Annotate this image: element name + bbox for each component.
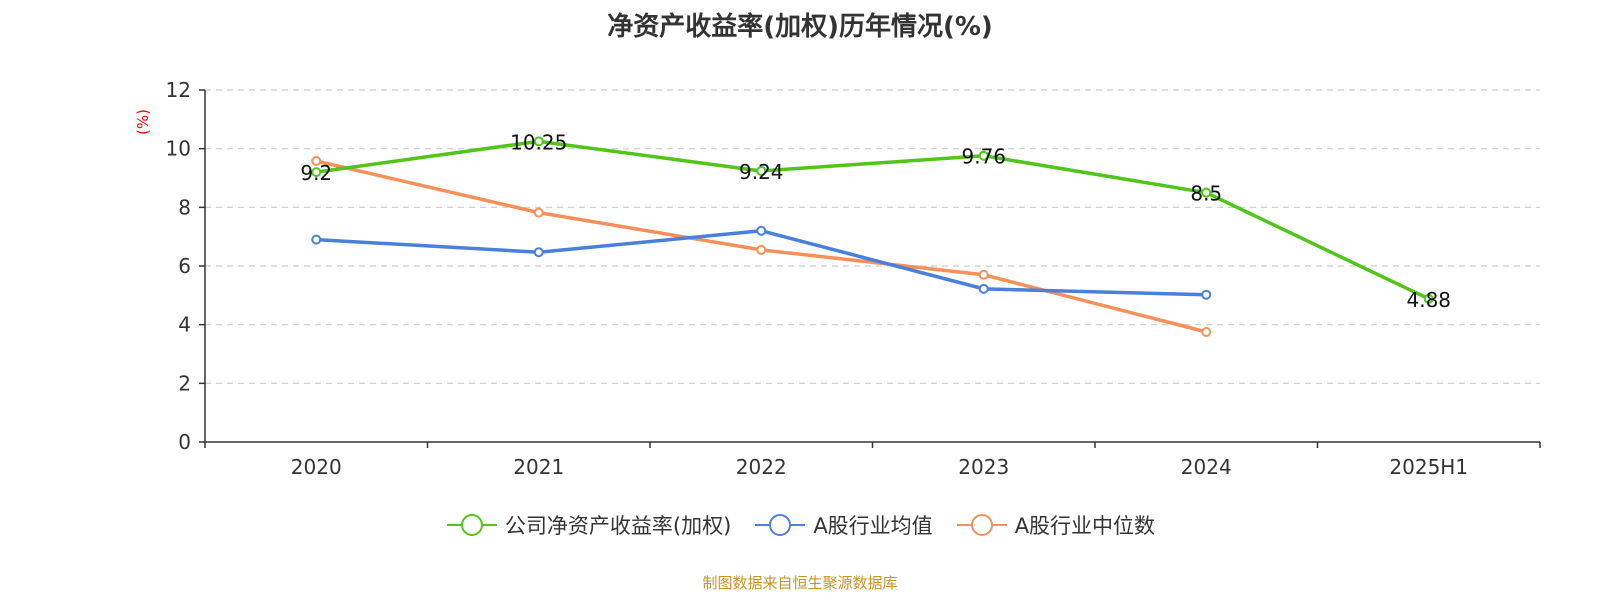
series-layer [311,136,1434,337]
data-point [978,269,989,280]
data-point [1423,293,1434,304]
data-point [311,155,322,166]
legend-label: A股行业均值 [813,514,933,538]
series-line [316,139,1430,301]
y-axis-label: (%) [134,109,152,135]
data-point [1201,187,1212,198]
data-point [978,150,989,161]
legend-item[interactable]: A股行业均值 [753,510,933,540]
x-tick-label: 2022 [736,455,787,479]
data-label: 9.2 [300,161,332,185]
legend-marker-icon [446,514,497,536]
y-tick-label: 6 [178,254,191,278]
chart-title: 净资产收益率(加权)历年情况(%) [607,12,993,42]
data-label: 4.88 [1406,288,1451,312]
data-point [533,136,544,147]
grid-layer [205,89,1540,384]
data-point [756,165,767,176]
x-tick-label: 2024 [1181,455,1232,479]
x-tick-label: 2021 [513,455,564,479]
y-tick-label: 10 [166,137,191,161]
data-point [533,247,544,258]
data-point [533,207,544,218]
legend-marker-icon [956,514,1007,536]
x-tick-label: 2020 [291,455,342,479]
y-tick-label: 4 [178,313,191,337]
x-tick-label: 2023 [958,455,1009,479]
y-tick-label: 0 [178,430,191,454]
legend: 公司净资产收益率(加权) A股行业均值 A股行业中位数 [0,510,1600,540]
data-label: 8.5 [1190,182,1222,206]
data-point [1201,289,1212,300]
legend-label: 公司净资产收益率(加权) [504,514,732,538]
data-point [756,244,767,255]
data-label: 10.25 [510,130,567,154]
data-point [756,225,767,236]
legend-label: A股行业中位数 [1014,514,1156,538]
x-tick-label: 2025H1 [1389,455,1468,479]
data-label-layer: 9.2 10.25 9.24 9.76 8.5 4.88 [300,130,1451,312]
axis-layer: 0 2 4 6 8 10 12 2020 2021 2022 2023 2024 2025H1 [166,78,1541,479]
y-tick-label: 2 [178,371,191,395]
source-note: 制图数据来自恒生聚源数据库 [702,574,898,592]
data-point [1201,327,1212,337]
data-label: 9.76 [961,145,1006,169]
series-line [316,229,1207,297]
data-point [978,283,989,294]
legend-item[interactable]: 公司净资产收益率(加权) [445,510,731,540]
legend-marker-icon [755,514,806,536]
data-point [311,167,322,178]
y-tick-label: 12 [166,78,191,102]
legend-item[interactable]: A股行业中位数 [955,510,1155,540]
data-label: 9.24 [739,160,784,184]
y-tick-label: 8 [178,195,191,219]
data-point [311,234,322,245]
